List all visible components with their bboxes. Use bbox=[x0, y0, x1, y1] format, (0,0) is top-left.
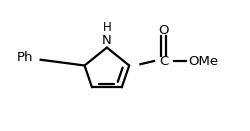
Text: OMe: OMe bbox=[188, 54, 218, 67]
Text: O: O bbox=[158, 24, 168, 37]
Text: H: H bbox=[102, 21, 111, 34]
Text: Ph: Ph bbox=[17, 51, 33, 64]
Text: C: C bbox=[159, 54, 168, 67]
Text: N: N bbox=[102, 34, 111, 47]
